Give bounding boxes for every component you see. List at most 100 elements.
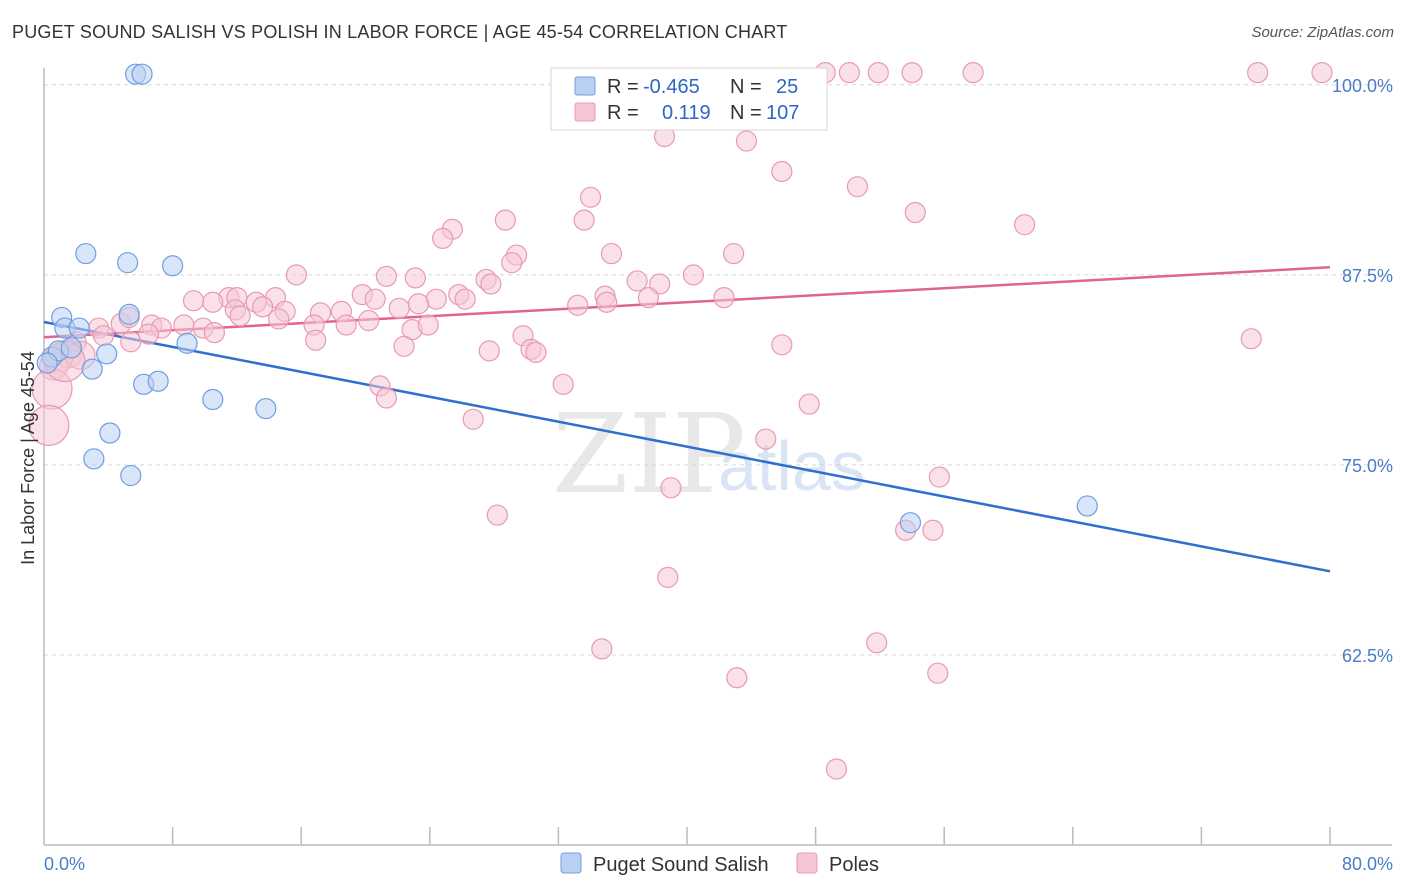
salish-trend-line: [43, 320, 1331, 573]
poles-point-23: [723, 242, 745, 265]
poles-point-73: [229, 305, 251, 327]
watermark: ZIP atlas: [552, 390, 866, 518]
poles-point-14: [579, 186, 602, 208]
poles-point-47: [567, 294, 589, 316]
poles-point-24: [501, 252, 523, 274]
poles-point-22: [600, 242, 623, 265]
bottom-legend-swatch-poles: [796, 852, 818, 874]
legend-r-label-2: R =: [607, 102, 639, 124]
salish-point-12: [96, 343, 118, 365]
poles-point-66: [358, 309, 380, 332]
salish-point-1: [131, 63, 153, 85]
poles-point-68: [137, 323, 160, 345]
poles-point-105: [28, 404, 70, 446]
poles-point-45: [637, 287, 660, 309]
salish-point-14: [81, 358, 103, 380]
legend-n-value-1: 25: [776, 76, 798, 98]
poles-point-91: [462, 408, 484, 430]
poles-point-90: [798, 393, 820, 415]
poles-point-50: [252, 296, 274, 318]
poles-point-12: [771, 160, 793, 183]
poles-point-11: [735, 130, 758, 152]
x-tick-labels: 0.0% 80.0%: [44, 854, 1393, 874]
poles-point-1: [838, 62, 860, 84]
y-axis-label: In Labor Force | Age 45-54: [18, 351, 38, 565]
poles-point-25: [285, 264, 307, 286]
poles-point-78: [478, 340, 500, 362]
poles-point-77: [393, 335, 415, 357]
poles-point-29: [626, 270, 648, 292]
y-tick-label-3: 62.5%: [1342, 646, 1393, 666]
poles-point-6: [1311, 62, 1333, 84]
salish-point-21: [120, 464, 142, 487]
y-tick-label-0: 100.0%: [1332, 76, 1393, 96]
salish-point-8: [118, 303, 140, 325]
salish-point-20: [83, 448, 105, 470]
poles-point-41: [364, 288, 386, 310]
source-label: Source: ZipAtlas.com: [1251, 24, 1394, 41]
legend-r-value-1: -0.465: [643, 76, 700, 98]
poles-point-13: [846, 176, 868, 198]
poles-point-76: [305, 329, 327, 351]
legend-n-label-2: N =: [730, 102, 762, 124]
poles-point-2: [867, 62, 889, 84]
poles-point-32: [480, 273, 502, 295]
salish-point-7: [68, 317, 90, 339]
salish-point-23: [899, 512, 922, 534]
legend-n-value-2: 107: [766, 102, 799, 124]
legend-r-label-1: R =: [607, 76, 639, 98]
salish-point-4: [116, 252, 139, 274]
salish-point-17: [202, 388, 224, 411]
stats-legend: R = -0.465 N = 25 R = 0.119 N = 107: [550, 67, 828, 131]
poles-point-27: [404, 267, 426, 289]
salish-point-13: [176, 332, 198, 354]
salish-point-22: [36, 352, 58, 374]
poles-point-4: [962, 62, 984, 84]
poles-point-30: [649, 273, 671, 295]
poles-point-98: [657, 566, 679, 589]
poles-point-100: [726, 667, 748, 689]
bottom-legend-label-salish: Puget Sound Salish: [593, 854, 769, 876]
poles-point-20: [432, 227, 454, 249]
poles-point-93: [928, 466, 950, 488]
poles-point-48: [596, 291, 618, 313]
salish-point-19: [99, 422, 121, 444]
y-tick-label-2: 75.0%: [1342, 456, 1393, 476]
poles-point-38: [182, 290, 205, 312]
y-tick-labels: 100.0% 87.5% 75.0% 62.5%: [1332, 76, 1393, 666]
poles-point-16: [494, 209, 516, 231]
poles-point-67: [92, 325, 115, 347]
poles-point-75: [120, 331, 142, 353]
legend-n-label-1: N =: [730, 76, 762, 98]
x-tick-label-1: 80.0%: [1342, 854, 1393, 874]
poles-point-89: [552, 373, 574, 395]
salish-point-24: [1076, 495, 1098, 517]
poles-point-31: [682, 264, 705, 286]
poles-point-17: [573, 209, 595, 231]
poles-point-92: [755, 428, 777, 450]
poles-point-61: [173, 314, 195, 336]
salish-point-18: [255, 398, 277, 420]
legend-swatch-poles: [574, 102, 596, 122]
x-tick-label-0: 0.0%: [44, 854, 85, 874]
axes: [43, 68, 1392, 846]
poles-point-18: [1013, 214, 1036, 236]
chart-title: PUGET SOUND SALISH VS POLISH IN LABOR FO…: [12, 22, 788, 42]
poles-point-63: [268, 308, 290, 330]
poles-point-26: [375, 265, 397, 287]
poles-point-71: [417, 314, 439, 336]
poles-point-95: [486, 504, 508, 526]
series-legend: Puget Sound Salish Poles: [560, 852, 879, 876]
poles-point-94: [660, 477, 682, 499]
salish-point-11: [60, 337, 82, 359]
poles-point-102: [927, 662, 949, 684]
poles-point-103: [825, 758, 848, 780]
poles-point-82: [1240, 328, 1262, 350]
legend-r-value-2: 0.119: [662, 102, 711, 124]
poles-point-5: [1247, 62, 1269, 84]
trend-lines: [43, 266, 1331, 573]
poles-point-81: [771, 334, 793, 356]
poles-point-3: [901, 62, 923, 84]
poles-trend-line: [43, 266, 1331, 339]
